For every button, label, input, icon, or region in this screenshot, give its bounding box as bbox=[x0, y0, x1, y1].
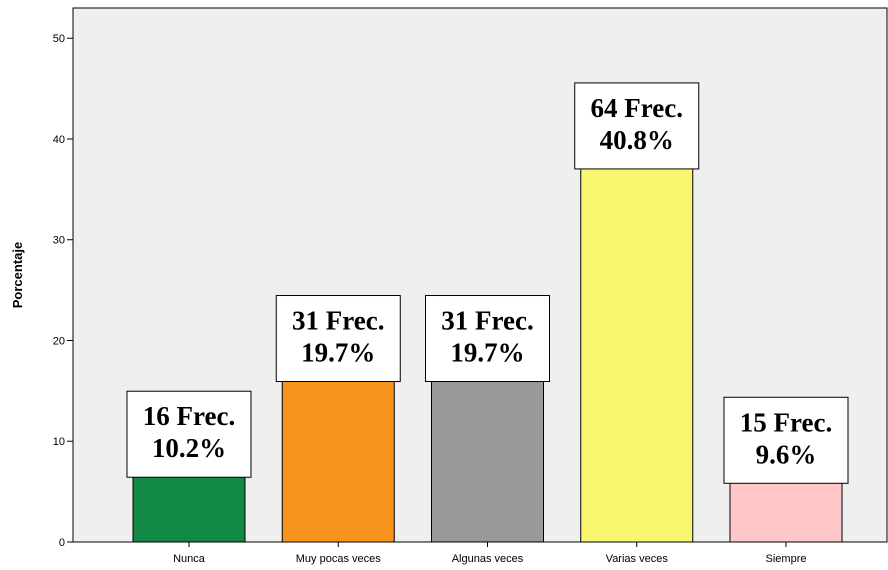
x-tick-label: Siempre bbox=[766, 553, 807, 565]
y-axis-label: Porcentaje bbox=[10, 242, 25, 308]
y-tick-label: 0 bbox=[59, 537, 65, 549]
y-tick-label: 50 bbox=[53, 33, 65, 45]
data-label-box bbox=[126, 390, 252, 478]
data-label-text: 15 Frec. bbox=[740, 407, 832, 437]
x-tick-label: Muy pocas veces bbox=[296, 553, 381, 565]
y-axis: 0 10 20 30 40 50 bbox=[53, 33, 73, 549]
data-label-text: 40.8% bbox=[600, 125, 674, 155]
x-tick-label: Algunas veces bbox=[452, 553, 524, 565]
data-label-box bbox=[574, 82, 700, 170]
data-label-text: 9.6% bbox=[756, 439, 817, 469]
y-tick-label: 30 bbox=[53, 235, 65, 247]
y-tick-label: 40 bbox=[53, 134, 65, 146]
y-tick-label: 10 bbox=[53, 436, 65, 448]
data-label-text: 16 Frec. bbox=[143, 401, 235, 431]
data-labels: 16 Frec.10.2%31 Frec.19.7%31 Frec.19.7%6… bbox=[126, 82, 849, 484]
data-label-text: 10.2% bbox=[152, 433, 226, 463]
data-label-text: 31 Frec. bbox=[292, 306, 384, 336]
data-label-text: 64 Frec. bbox=[591, 93, 683, 123]
x-tick-label: Nunca bbox=[173, 553, 206, 565]
bar bbox=[580, 130, 694, 543]
data-label-box bbox=[425, 295, 550, 383]
data-label-text: 31 Frec. bbox=[441, 306, 533, 336]
y-tick-label: 20 bbox=[53, 335, 65, 347]
x-tick-label: Varias veces bbox=[606, 553, 669, 565]
data-label-box bbox=[723, 396, 849, 484]
data-label-box bbox=[275, 295, 401, 383]
x-axis: Nunca Muy pocas veces Algunas veces Varias … bbox=[173, 542, 806, 565]
data-label-text: 19.7% bbox=[450, 338, 524, 368]
data-label-text: 19.7% bbox=[301, 338, 375, 368]
